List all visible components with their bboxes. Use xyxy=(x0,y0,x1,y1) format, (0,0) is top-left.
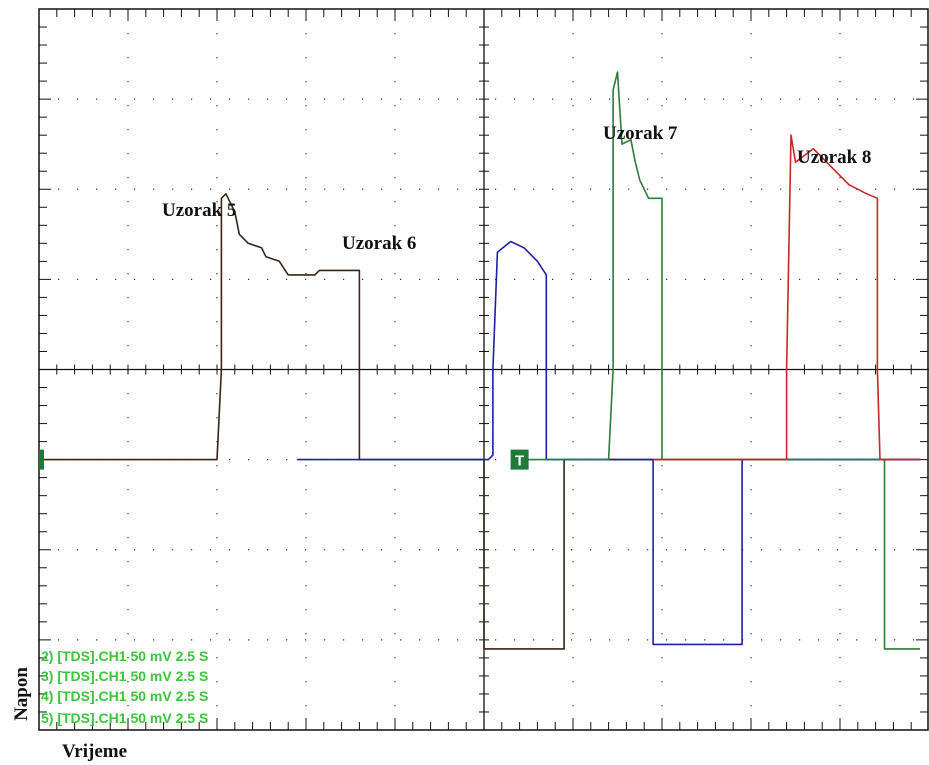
legend-entry: 4) [TDS].CH1 50 mV 2.5 S xyxy=(41,688,208,704)
annotation-uzorak-5: Uzorak 5 xyxy=(162,200,236,221)
trigger-marker-box xyxy=(510,449,529,470)
annotation-uzorak-7: Uzorak 7 xyxy=(603,123,678,144)
legend: 2) [TDS].CH1 50 mV 2.5 S 3) [TDS].CH1 50… xyxy=(41,648,208,726)
marker-layer: T xyxy=(39,449,529,470)
series-trace-4 xyxy=(653,134,921,461)
legend-entry: 3) [TDS].CH1 50 mV 2.5 S xyxy=(41,668,208,684)
annotation-uzorak-6: Uzorak 6 xyxy=(342,233,416,254)
legend-entry: 5) [TDS].CH1 50 mV 2.5 S xyxy=(41,710,208,726)
grid-layer xyxy=(38,8,929,731)
series-trace-1 xyxy=(39,193,921,650)
series-layer xyxy=(39,71,921,650)
trigger-marker-label: T xyxy=(515,453,524,470)
annotation-uzorak-8: Uzorak 8 xyxy=(797,147,871,168)
y-axis-label: Napon xyxy=(11,667,32,721)
legend-entry: 2) [TDS].CH1 50 mV 2.5 S xyxy=(41,648,208,664)
trigger-marker-bar xyxy=(39,449,44,470)
x-axis-label: Vrijeme xyxy=(62,741,127,762)
series-trace-2 xyxy=(297,240,921,646)
series-trace-3 xyxy=(519,71,921,650)
